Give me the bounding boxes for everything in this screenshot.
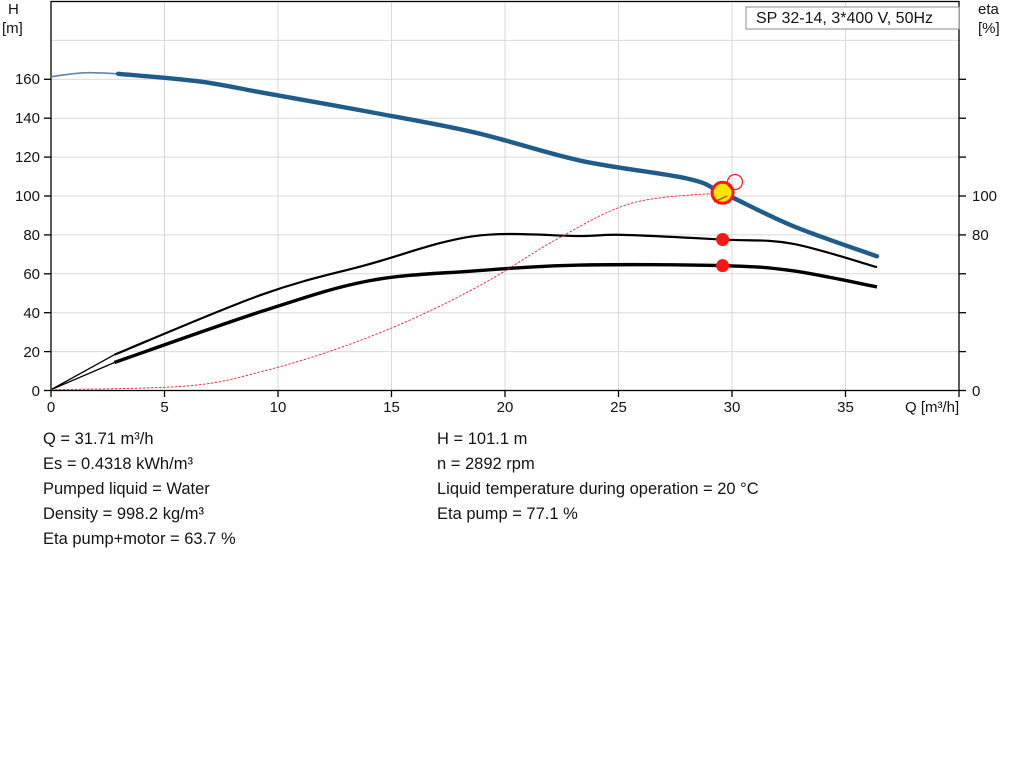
svg-text:40: 40 (23, 305, 40, 322)
svg-text:H = 101.1 m: H = 101.1 m (437, 430, 527, 448)
svg-text:10: 10 (270, 399, 287, 416)
svg-text:80: 80 (972, 227, 989, 244)
svg-text:25: 25 (610, 399, 627, 416)
svg-text:SP 32-14, 3*400 V, 50Hz: SP 32-14, 3*400 V, 50Hz (756, 10, 933, 27)
svg-text:Q = 31.71 m³/h: Q = 31.71 m³/h (43, 430, 154, 448)
svg-text:Eta pump+motor = 63.7 %: Eta pump+motor = 63.7 % (43, 530, 236, 548)
svg-text:20: 20 (497, 399, 514, 416)
svg-text:0: 0 (972, 383, 980, 400)
svg-text:60: 60 (23, 266, 40, 283)
svg-text:Es = 0.4318 kWh/m³: Es = 0.4318 kWh/m³ (43, 455, 193, 473)
svg-text:100: 100 (972, 188, 997, 205)
svg-text:Density = 998.2 kg/m³: Density = 998.2 kg/m³ (43, 505, 204, 523)
svg-text:eta: eta (978, 1, 1000, 18)
svg-text:35: 35 (837, 399, 854, 416)
svg-text:30: 30 (724, 399, 741, 416)
svg-text:Q [m³/h]: Q [m³/h] (905, 399, 959, 416)
svg-text:20: 20 (23, 344, 40, 361)
svg-text:5: 5 (160, 399, 168, 416)
svg-text:[m]: [m] (2, 20, 23, 37)
svg-text:80: 80 (23, 227, 40, 244)
svg-text:100: 100 (15, 188, 40, 205)
svg-text:160: 160 (15, 71, 40, 88)
svg-text:120: 120 (15, 149, 40, 166)
svg-text:Liquid temperature during oper: Liquid temperature during operation = 20… (437, 480, 759, 498)
svg-text:15: 15 (383, 399, 400, 416)
svg-text:0: 0 (47, 399, 55, 416)
svg-text:140: 140 (15, 110, 40, 127)
svg-text:H: H (8, 1, 19, 18)
svg-text:Eta pump = 77.1 %: Eta pump = 77.1 % (437, 505, 578, 523)
svg-text:0: 0 (32, 383, 40, 400)
svg-text:[%]: [%] (978, 20, 1000, 37)
svg-text:Pumped liquid = Water: Pumped liquid = Water (43, 480, 210, 498)
svg-text:n = 2892 rpm: n = 2892 rpm (437, 455, 535, 473)
